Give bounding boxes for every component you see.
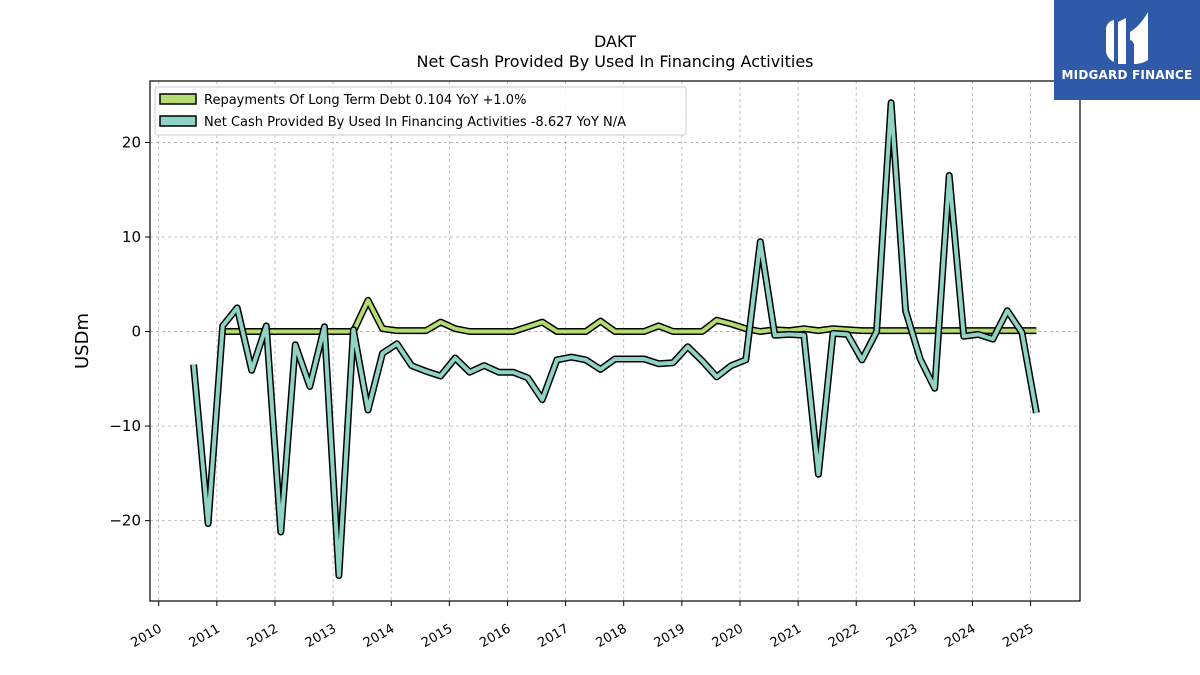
legend-label-net-cash: Net Cash Provided By Used In Financing A…	[204, 115, 626, 130]
y-tick-label: −10	[109, 417, 141, 435]
x-tick-label: 2012	[245, 621, 281, 651]
x-tick-label: 2018	[594, 621, 630, 651]
x-tick-label: 2011	[187, 621, 223, 651]
series-line-repayments	[222, 298, 1037, 334]
x-tick-label: 2015	[419, 621, 455, 651]
y-tick-label: 10	[122, 228, 141, 246]
legend-box	[154, 86, 687, 136]
chart-title: DAKT	[593, 32, 636, 51]
legend-swatch-net-cash	[159, 115, 197, 127]
x-tick-label: 2017	[535, 621, 571, 651]
legend: Repayments Of Long Term Debt 0.104 YoY +…	[154, 86, 687, 136]
x-tick-label: 2013	[303, 621, 339, 651]
plot-area-frame	[149, 80, 1081, 602]
x-tick-label: 2019	[652, 621, 688, 651]
x-tick-label: 2016	[477, 621, 513, 651]
x-tick-label: 2010	[129, 621, 165, 651]
y-axis-label: USDm	[72, 313, 93, 369]
x-tick-label: 2023	[884, 621, 920, 651]
logo-text: MIDGARD FINANCE	[1061, 68, 1193, 82]
x-tick-label: 2014	[361, 621, 397, 651]
x-tick-label: 2025	[1000, 621, 1036, 651]
series-line-net-cash	[191, 100, 1039, 578]
y-tick-label: 20	[122, 133, 141, 151]
y-tick-label: −20	[109, 512, 141, 530]
legend-swatch-repayments	[159, 93, 197, 105]
brand-logo: MIDGARD FINANCE	[1054, 0, 1200, 100]
x-tick-label: 2024	[942, 621, 978, 651]
x-tick-label: 2022	[826, 621, 862, 651]
y-tick-label: 0	[131, 323, 141, 341]
legend-label-repayments: Repayments Of Long Term Debt 0.104 YoY +…	[204, 93, 526, 108]
x-tick-label: 2020	[710, 621, 746, 651]
series-lines	[190, 99, 1040, 579]
chart-subtitle: Net Cash Provided By Used In Financing A…	[416, 52, 814, 71]
logo-mark-icon	[1106, 12, 1148, 64]
x-tick-label: 2021	[768, 621, 804, 651]
